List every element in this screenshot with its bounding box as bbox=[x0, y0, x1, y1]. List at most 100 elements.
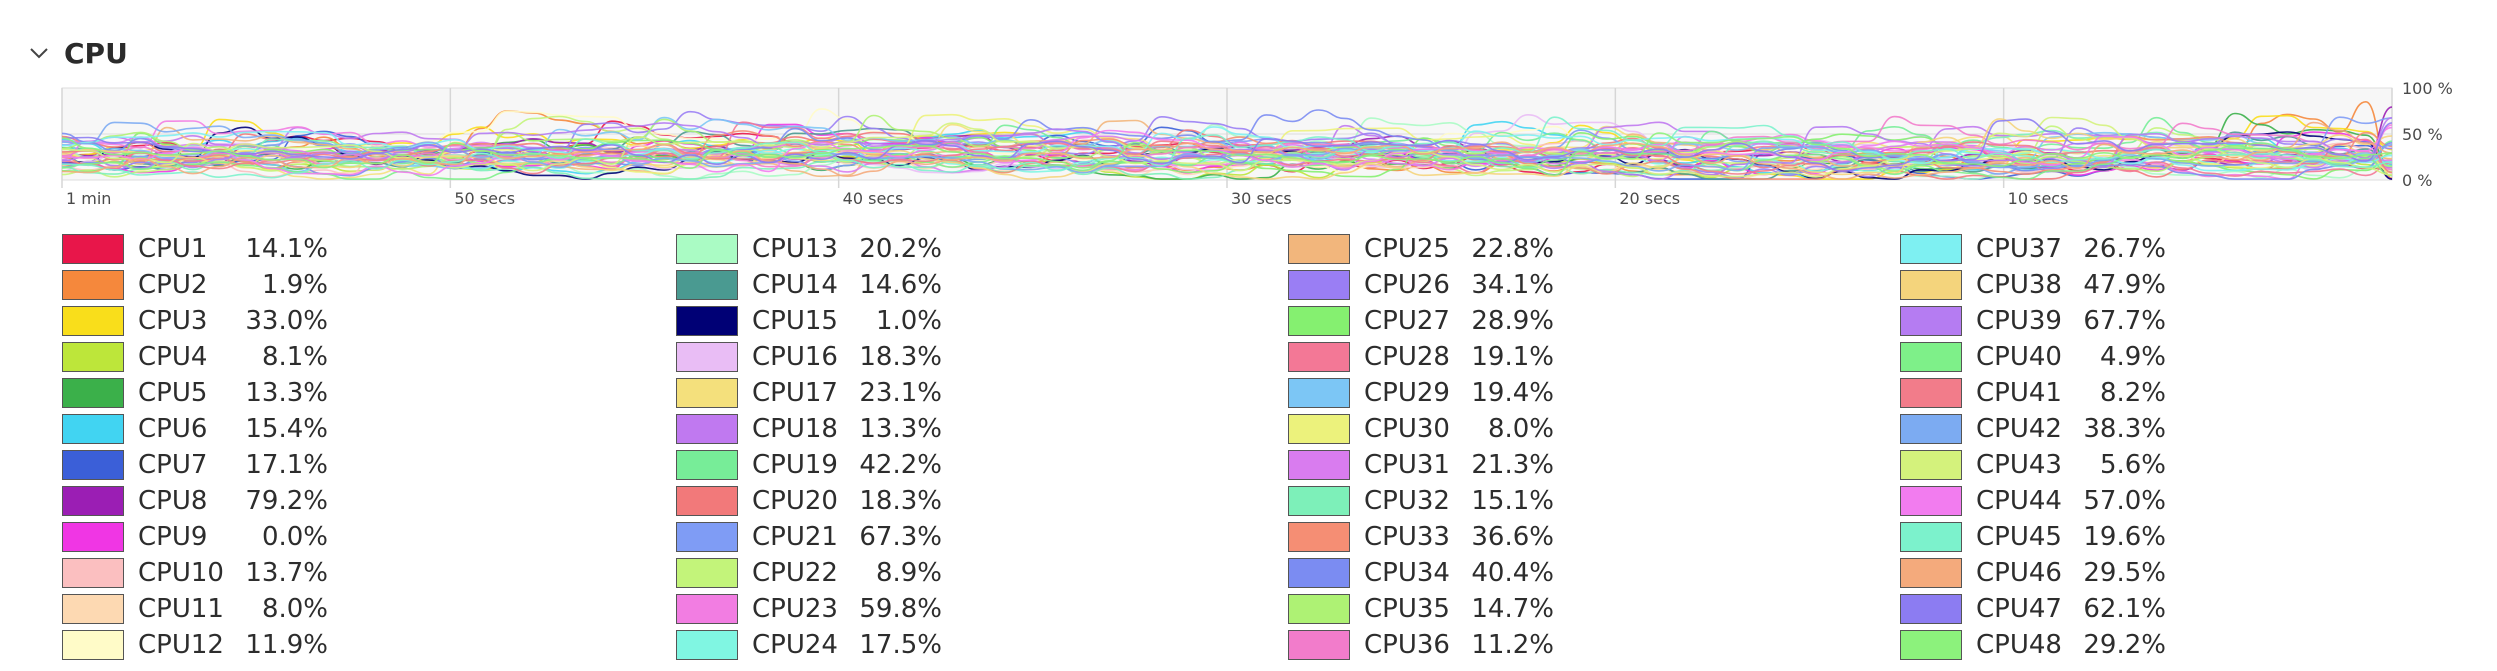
legend-item-cpu27[interactable]: CPU27 28.9% bbox=[1288, 304, 1554, 338]
legend-item-cpu8[interactable]: CPU8 79.2% bbox=[62, 484, 328, 518]
legend-item-cpu11[interactable]: CPU11 8.0% bbox=[62, 592, 328, 626]
cpu-section-header[interactable]: CPU bbox=[26, 28, 128, 78]
legend-item-cpu41[interactable]: CPU41 8.2% bbox=[1900, 376, 2166, 410]
legend-item-cpu1[interactable]: CPU1 14.1% bbox=[62, 232, 328, 266]
legend-item-cpu36[interactable]: CPU36 11.2% bbox=[1288, 628, 1554, 662]
color-swatch[interactable] bbox=[1900, 522, 1962, 552]
color-swatch[interactable] bbox=[1288, 450, 1350, 480]
color-swatch[interactable] bbox=[676, 234, 738, 264]
legend-item-cpu12[interactable]: CPU12 11.9% bbox=[62, 628, 328, 662]
legend-item-cpu14[interactable]: CPU14 14.6% bbox=[676, 268, 942, 302]
legend-item-cpu47[interactable]: CPU47 62.1% bbox=[1900, 592, 2166, 626]
color-swatch[interactable] bbox=[676, 342, 738, 372]
legend-item-cpu45[interactable]: CPU45 19.6% bbox=[1900, 520, 2166, 554]
color-swatch[interactable] bbox=[1900, 630, 1962, 660]
legend-item-cpu39[interactable]: CPU39 67.7% bbox=[1900, 304, 2166, 338]
legend-item-cpu10[interactable]: CPU10 13.7% bbox=[62, 556, 328, 590]
legend-item-cpu17[interactable]: CPU17 23.1% bbox=[676, 376, 942, 410]
legend-item-cpu21[interactable]: CPU21 67.3% bbox=[676, 520, 942, 554]
color-swatch[interactable] bbox=[1288, 594, 1350, 624]
legend-item-cpu4[interactable]: CPU4 8.1% bbox=[62, 340, 328, 374]
color-swatch[interactable] bbox=[1900, 450, 1962, 480]
color-swatch[interactable] bbox=[676, 630, 738, 660]
color-swatch[interactable] bbox=[1288, 342, 1350, 372]
color-swatch[interactable] bbox=[1900, 306, 1962, 336]
legend-item-cpu2[interactable]: CPU2 1.9% bbox=[62, 268, 328, 302]
color-swatch[interactable] bbox=[62, 630, 124, 660]
legend-item-cpu40[interactable]: CPU40 4.9% bbox=[1900, 340, 2166, 374]
color-swatch[interactable] bbox=[1900, 594, 1962, 624]
legend-item-cpu22[interactable]: CPU22 8.9% bbox=[676, 556, 942, 590]
color-swatch[interactable] bbox=[676, 522, 738, 552]
color-swatch[interactable] bbox=[1288, 522, 1350, 552]
legend-item-cpu46[interactable]: CPU46 29.5% bbox=[1900, 556, 2166, 590]
legend-item-cpu42[interactable]: CPU42 38.3% bbox=[1900, 412, 2166, 446]
color-swatch[interactable] bbox=[62, 270, 124, 300]
color-swatch[interactable] bbox=[62, 594, 124, 624]
color-swatch[interactable] bbox=[62, 378, 124, 408]
color-swatch[interactable] bbox=[62, 306, 124, 336]
color-swatch[interactable] bbox=[676, 414, 738, 444]
legend-item-cpu37[interactable]: CPU37 26.7% bbox=[1900, 232, 2166, 266]
legend-item-cpu6[interactable]: CPU6 15.4% bbox=[62, 412, 328, 446]
color-swatch[interactable] bbox=[62, 486, 124, 516]
color-swatch[interactable] bbox=[1900, 270, 1962, 300]
color-swatch[interactable] bbox=[676, 594, 738, 624]
color-swatch[interactable] bbox=[676, 558, 738, 588]
color-swatch[interactable] bbox=[676, 270, 738, 300]
color-swatch[interactable] bbox=[62, 234, 124, 264]
legend-item-cpu26[interactable]: CPU26 34.1% bbox=[1288, 268, 1554, 302]
color-swatch[interactable] bbox=[1288, 378, 1350, 408]
color-swatch[interactable] bbox=[1900, 234, 1962, 264]
color-swatch[interactable] bbox=[1288, 414, 1350, 444]
legend-item-cpu31[interactable]: CPU31 21.3% bbox=[1288, 448, 1554, 482]
legend-item-cpu35[interactable]: CPU35 14.7% bbox=[1288, 592, 1554, 626]
color-swatch[interactable] bbox=[62, 342, 124, 372]
color-swatch[interactable] bbox=[1288, 234, 1350, 264]
cpu-usage-value: 8.1% bbox=[261, 342, 328, 372]
series-line-cpu42 bbox=[61, 121, 2393, 174]
legend-item-cpu29[interactable]: CPU29 19.4% bbox=[1288, 376, 1554, 410]
legend-item-cpu44[interactable]: CPU44 57.0% bbox=[1900, 484, 2166, 518]
color-swatch[interactable] bbox=[676, 378, 738, 408]
legend-item-cpu7[interactable]: CPU7 17.1% bbox=[62, 448, 328, 482]
color-swatch[interactable] bbox=[62, 558, 124, 588]
chevron-down-icon[interactable] bbox=[26, 40, 52, 66]
legend-item-cpu13[interactable]: CPU13 20.2% bbox=[676, 232, 942, 266]
legend-item-cpu48[interactable]: CPU48 29.2% bbox=[1900, 628, 2166, 662]
color-swatch[interactable] bbox=[62, 414, 124, 444]
legend-item-cpu38[interactable]: CPU38 47.9% bbox=[1900, 268, 2166, 302]
color-swatch[interactable] bbox=[676, 306, 738, 336]
legend-item-cpu16[interactable]: CPU16 18.3% bbox=[676, 340, 942, 374]
legend-item-cpu43[interactable]: CPU43 5.6% bbox=[1900, 448, 2166, 482]
legend-item-cpu23[interactable]: CPU23 59.8% bbox=[676, 592, 942, 626]
legend-item-cpu9[interactable]: CPU9 0.0% bbox=[62, 520, 328, 554]
color-swatch[interactable] bbox=[1288, 486, 1350, 516]
legend-item-cpu19[interactable]: CPU19 42.2% bbox=[676, 448, 942, 482]
legend-item-cpu24[interactable]: CPU24 17.5% bbox=[676, 628, 942, 662]
color-swatch[interactable] bbox=[676, 450, 738, 480]
color-swatch[interactable] bbox=[1288, 630, 1350, 660]
color-swatch[interactable] bbox=[1288, 558, 1350, 588]
legend-item-cpu3[interactable]: CPU3 33.0% bbox=[62, 304, 328, 338]
color-swatch[interactable] bbox=[676, 486, 738, 516]
color-swatch[interactable] bbox=[62, 522, 124, 552]
legend-item-cpu30[interactable]: CPU30 8.0% bbox=[1288, 412, 1554, 446]
legend-item-cpu32[interactable]: CPU32 15.1% bbox=[1288, 484, 1554, 518]
color-swatch[interactable] bbox=[1288, 306, 1350, 336]
legend-item-cpu34[interactable]: CPU34 40.4% bbox=[1288, 556, 1554, 590]
legend-item-cpu33[interactable]: CPU33 36.6% bbox=[1288, 520, 1554, 554]
color-swatch[interactable] bbox=[1288, 270, 1350, 300]
legend-item-cpu18[interactable]: CPU18 13.3% bbox=[676, 412, 942, 446]
color-swatch[interactable] bbox=[1900, 558, 1962, 588]
legend-item-cpu15[interactable]: CPU15 1.0% bbox=[676, 304, 942, 338]
legend-item-cpu20[interactable]: CPU20 18.3% bbox=[676, 484, 942, 518]
color-swatch[interactable] bbox=[1900, 414, 1962, 444]
color-swatch[interactable] bbox=[62, 450, 124, 480]
color-swatch[interactable] bbox=[1900, 486, 1962, 516]
color-swatch[interactable] bbox=[1900, 342, 1962, 372]
legend-item-cpu5[interactable]: CPU5 13.3% bbox=[62, 376, 328, 410]
legend-item-cpu28[interactable]: CPU28 19.1% bbox=[1288, 340, 1554, 374]
legend-item-cpu25[interactable]: CPU25 22.8% bbox=[1288, 232, 1554, 266]
color-swatch[interactable] bbox=[1900, 378, 1962, 408]
